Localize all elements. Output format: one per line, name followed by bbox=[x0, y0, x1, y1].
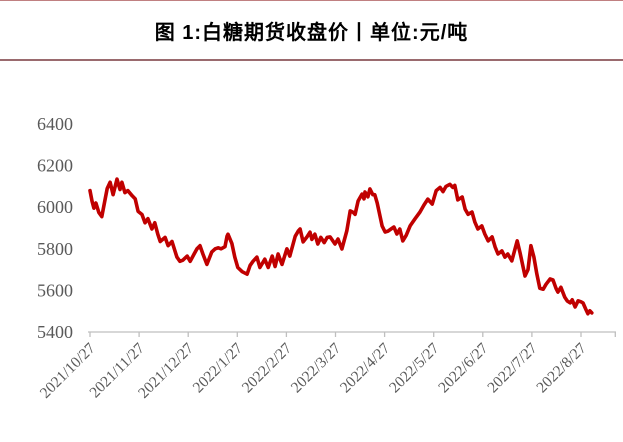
y-axis-tick-label: 6000 bbox=[37, 197, 73, 217]
chart-title: 图 1:白糖期货收盘价丨单位:元/吨 bbox=[154, 22, 469, 44]
title-divider bbox=[0, 59, 623, 61]
x-axis-tick-label: 2022/6/27 bbox=[435, 340, 492, 397]
x-axis-tick-label: 2022/8/27 bbox=[533, 340, 590, 397]
y-axis-tick-label: 6200 bbox=[37, 156, 73, 176]
x-axis-tick-label: 2022/7/27 bbox=[484, 340, 541, 397]
line-chart-canvas: 2021/10/272021/11/272021/12/272022/1/272… bbox=[37, 114, 616, 402]
x-axis-tick-label: 2022/4/27 bbox=[337, 340, 394, 397]
top-border bbox=[0, 0, 623, 1]
x-axis-tick-label: 2022/2/27 bbox=[239, 340, 296, 397]
price-line-series bbox=[88, 177, 594, 316]
y-axis-tick-label: 6400 bbox=[37, 114, 73, 134]
x-axis-tick-label: 2022/3/27 bbox=[288, 340, 345, 397]
y-axis-tick-label: 5600 bbox=[37, 280, 73, 300]
x-axis-tick-label: 2022/1/27 bbox=[190, 340, 247, 397]
x-axis-tick-label: 2022/5/27 bbox=[386, 340, 443, 397]
y-axis-tick-label: 5800 bbox=[37, 239, 73, 259]
y-axis-tick-label: 5400 bbox=[37, 322, 73, 342]
